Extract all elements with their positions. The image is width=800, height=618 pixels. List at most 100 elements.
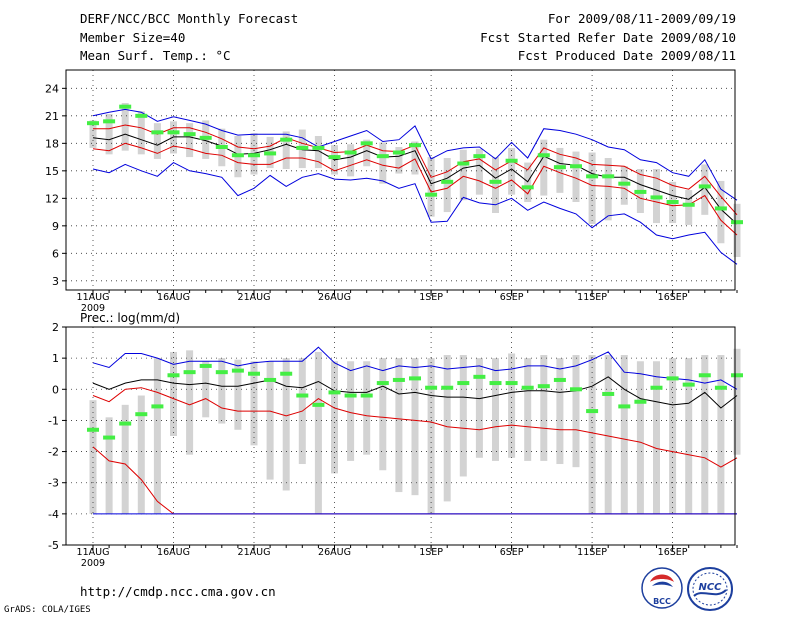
ensemble-box: [282, 131, 290, 169]
observation-mark: [425, 385, 438, 390]
y-tick-label: 21: [45, 110, 59, 123]
ensemble-box: [153, 358, 161, 514]
ensemble-box: [282, 358, 290, 491]
ensemble-box: [379, 358, 387, 471]
observation-mark: [650, 385, 663, 390]
ensemble-box: [701, 355, 709, 514]
ensemble-box: [459, 149, 467, 201]
observation-mark: [634, 189, 647, 194]
x-tick-label: 26AUG: [318, 292, 351, 303]
observation-mark: [634, 399, 647, 404]
observation-mark: [586, 409, 599, 414]
observation-mark: [167, 130, 180, 135]
chart-panel-1: 3 6 9 12 15 18 21 24 11AUG 16AUG 21AUG 26AUG 1SEP 6SE…: [45, 69, 743, 314]
y-tick-label: 15: [45, 165, 59, 178]
observation-mark: [698, 184, 711, 189]
series-line-upper: [92, 387, 738, 468]
y-tick-label: 0: [52, 383, 59, 396]
observation-mark: [183, 370, 196, 375]
observation-mark: [714, 385, 727, 390]
observation-mark: [151, 130, 164, 135]
ensemble-box: [121, 103, 129, 151]
forecast-produced-date: Fcst Produced Date 2009/08/11: [517, 48, 736, 63]
observation-mark: [441, 385, 454, 390]
observation-mark: [570, 164, 582, 169]
observation-mark: [199, 363, 212, 368]
ensemble-box: [427, 157, 435, 217]
member-size: Member Size=40: [80, 30, 186, 45]
observation-mark: [135, 113, 148, 118]
observation-mark: [731, 373, 743, 378]
observation-mark: [264, 151, 277, 156]
x-tick-label: 1SEP: [419, 547, 443, 558]
observation-mark: [618, 181, 631, 186]
ensemble-box: [508, 353, 516, 458]
series-line-max: [92, 108, 738, 201]
observation-mark: [409, 143, 421, 148]
observation-mark: [409, 376, 421, 381]
ensemble-box: [443, 158, 451, 213]
observation-mark: [328, 390, 341, 395]
svg-text:NCC: NCC: [698, 582, 722, 593]
observation-mark: [344, 150, 357, 155]
y-tick-label: -3: [48, 477, 59, 490]
observation-mark: [473, 374, 486, 379]
observation-mark: [650, 195, 663, 200]
observation-mark: [489, 381, 502, 386]
observation-mark: [248, 371, 260, 376]
observation-mark: [215, 145, 228, 149]
observation-mark: [537, 384, 550, 389]
observation-mark: [714, 206, 727, 211]
series-line-min: [92, 162, 738, 265]
y-tick-label: 24: [45, 82, 59, 95]
y-tick-label: 9: [52, 220, 59, 233]
x-tick-label: 16AUG: [157, 292, 190, 303]
ensemble-box: [363, 361, 371, 455]
observation-mark: [570, 387, 582, 392]
y-tick-label: 3: [52, 275, 59, 288]
ensemble-box: [250, 361, 258, 446]
ensemble-box: [556, 358, 564, 465]
source-url[interactable]: http://cmdp.ncc.cma.gov.cn: [80, 584, 276, 599]
observation-mark: [521, 185, 534, 190]
observation-mark: [618, 404, 631, 409]
series-line-mean: [92, 376, 738, 409]
ensemble-box: [411, 358, 419, 496]
ensemble-box: [556, 147, 564, 193]
observation-mark: [344, 393, 357, 398]
ensemble-box: [137, 111, 145, 155]
x-tick-label: 16SEP: [658, 547, 688, 558]
ensemble-box: [105, 114, 113, 155]
observation-mark: [135, 412, 148, 417]
x-tick-label: 21AUG: [238, 292, 271, 303]
observation-mark: [296, 145, 309, 150]
ensemble-box: [524, 358, 532, 461]
ensemble-box: [492, 358, 499, 461]
ensemble-box: [202, 361, 210, 418]
ncc-logo: NCC: [687, 567, 733, 611]
observation-mark: [87, 121, 99, 126]
observation-mark: [505, 381, 518, 386]
ensemble-box: [733, 348, 741, 455]
y-tick-label: 12: [45, 192, 59, 205]
observation-mark: [473, 154, 486, 159]
y-tick-label: 6: [52, 247, 59, 260]
ensemble-box: [363, 139, 371, 167]
ensemble-box: [685, 358, 693, 514]
observation-mark: [457, 381, 470, 386]
y-tick-label: 2: [52, 321, 59, 334]
svg-text:BCC: BCC: [653, 597, 671, 606]
x-tick-label: 21AUG: [238, 547, 271, 558]
chart-title: DERF/NCC/BCC Monthly Forecast: [80, 11, 299, 26]
ensemble-box: [604, 158, 612, 221]
ensemble-box: [347, 361, 355, 461]
x-tick-label: 11SEP: [577, 292, 607, 303]
chart-panel-2: -5 -4 -3 -2 -1 0 1 2 11AUG 16AUG 21AUG 26AUG 1SEP 6SE…: [48, 321, 743, 569]
observation-mark: [231, 368, 244, 373]
observation-mark: [505, 158, 518, 163]
ensemble-box: [89, 120, 97, 148]
ensemble-box: [604, 355, 612, 514]
x-tick-label: 11AUG: [77, 292, 110, 303]
observation-mark: [698, 373, 711, 378]
ensemble-box: [701, 164, 709, 215]
